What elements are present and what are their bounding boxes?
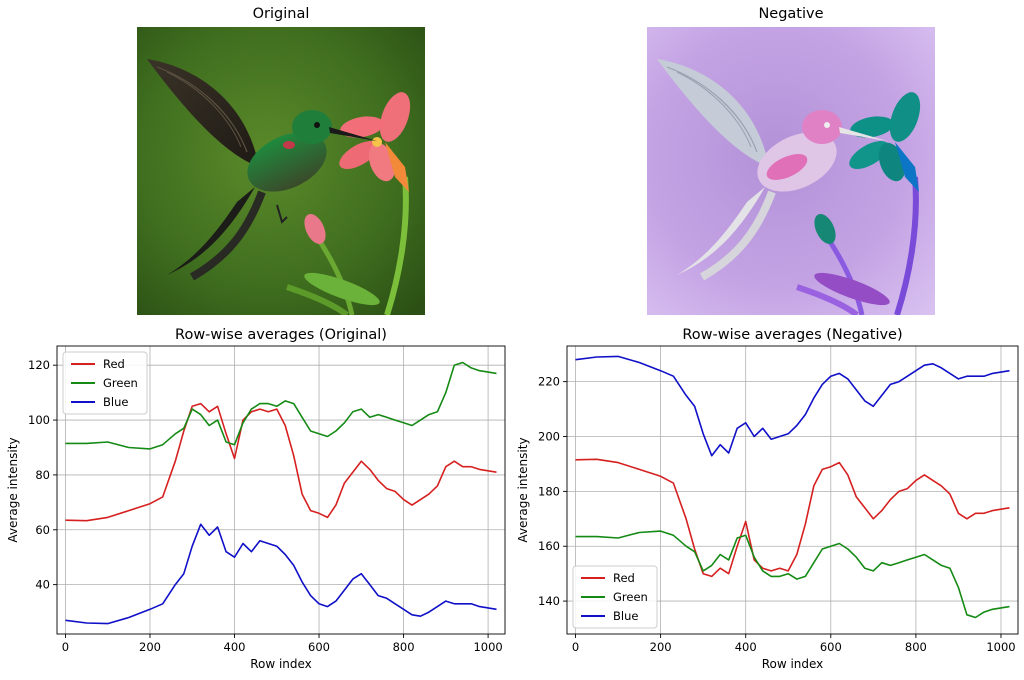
negative-image-title: Negative xyxy=(758,6,824,22)
chart1-legend-label-blue: Blue xyxy=(103,395,128,409)
chart1-ytick-label: 100 xyxy=(28,413,50,427)
chart1-title: Row-wise averages (Original) xyxy=(175,327,387,343)
chart1-series-green xyxy=(65,361,497,450)
original-image-title: Original xyxy=(252,6,310,22)
chart1-series-red xyxy=(65,402,497,522)
chart2-ytick-label: 160 xyxy=(538,539,560,553)
chart1-ytick-label: 40 xyxy=(35,578,50,592)
chart1-xtick-label: 400 xyxy=(224,640,246,654)
chart2-legend-label-red: Red xyxy=(613,571,635,585)
chart1-legend-label-green: Green xyxy=(103,376,138,390)
chart1-ytick-label: 60 xyxy=(35,523,50,537)
chart2-ylabel: Average intensity xyxy=(516,437,530,542)
chart2-xtick-label: 400 xyxy=(735,640,757,654)
chart1-ylabel: Average intensity xyxy=(6,437,20,542)
chart2-xtick-label: 600 xyxy=(820,640,842,654)
negative-hummingbird-image xyxy=(647,27,935,315)
chart2-plot-frame xyxy=(566,345,1019,635)
chart1-series-blue xyxy=(65,523,497,625)
chart2-xlabel: Row index xyxy=(762,657,824,671)
chart2-xtick-label: 1000 xyxy=(986,640,1015,654)
chart2-series-green xyxy=(575,530,1010,619)
chart2-legend-label-green: Green xyxy=(613,590,648,604)
chart1-xtick-label: 200 xyxy=(139,640,161,654)
chart2-ytick-label: 180 xyxy=(538,484,560,498)
chart2-legend-label-blue: Blue xyxy=(613,609,638,623)
chart2-xtick-label: 800 xyxy=(905,640,927,654)
chart1-ytick-label: 120 xyxy=(28,358,50,372)
chart1-ytick-label: 80 xyxy=(35,468,50,482)
chart1-xtick-label: 1000 xyxy=(473,640,502,654)
chart2-series-red xyxy=(575,458,1010,578)
chart1-xtick-label: 600 xyxy=(308,640,330,654)
chart2-ytick-label: 140 xyxy=(538,594,560,608)
chart2-legend xyxy=(572,565,658,629)
original-hummingbird-image xyxy=(137,27,425,315)
chart1-xtick-label: 0 xyxy=(62,640,69,654)
chart2-series-blue xyxy=(575,355,1010,457)
chart1-plot-frame xyxy=(56,345,506,635)
chart2-xtick-label: 200 xyxy=(650,640,672,654)
chart2-ytick-label: 220 xyxy=(538,375,560,389)
chart1-xtick-label: 800 xyxy=(393,640,415,654)
chart2-title: Row-wise averages (Negative) xyxy=(682,327,902,343)
chart1-legend xyxy=(62,351,148,415)
chart1-xlabel: Row index xyxy=(250,657,312,671)
chart2-xtick-label: 0 xyxy=(572,640,579,654)
chart2-ytick-label: 200 xyxy=(538,430,560,444)
chart1-legend-label-red: Red xyxy=(103,357,125,371)
